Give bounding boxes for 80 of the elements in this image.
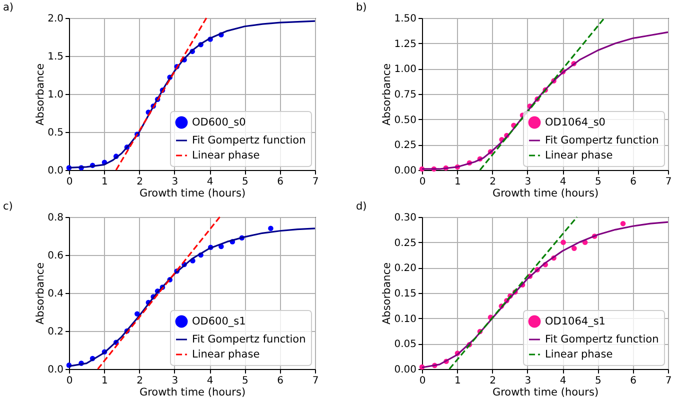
y-tick-label: 1.00 bbox=[394, 64, 416, 76]
legend-label: Fit Gompertz function bbox=[192, 334, 306, 346]
y-tick-label: 1.5 bbox=[48, 52, 64, 62]
y-tick-label: 0.10 bbox=[394, 314, 416, 325]
y-tick-label: 0.15 bbox=[394, 288, 416, 300]
x-tick-label: 4 bbox=[206, 176, 214, 188]
x-tick-label: 3 bbox=[172, 376, 178, 386]
legend-label: Fit Gompertz function bbox=[192, 134, 306, 146]
y-axis-title: Absorbance bbox=[34, 262, 47, 325]
y-tick-label: 0.6 bbox=[48, 250, 64, 262]
legend-label: Fit Gompertz function bbox=[545, 334, 659, 346]
y-tick-label: 0.30 bbox=[394, 212, 416, 224]
y-tick-label: 0.00 bbox=[394, 364, 416, 376]
x-tick-label: 7 bbox=[312, 376, 319, 386]
x-axis-title: Growth time (hours) bbox=[492, 386, 599, 398]
x-tick-label: 2 bbox=[490, 176, 496, 188]
y-tick-label: 0.25 bbox=[394, 140, 416, 152]
y-tick-label: 0.2 bbox=[48, 326, 64, 338]
x-axis-title: Growth time (hours) bbox=[139, 386, 246, 398]
y-tick-label: 1.0 bbox=[48, 90, 64, 100]
y-tick-label: 0.05 bbox=[394, 339, 416, 350]
x-tick-label: 6 bbox=[277, 376, 284, 386]
legend-label: OD600_s0 bbox=[192, 116, 246, 128]
x-tick-label: 7 bbox=[312, 176, 319, 188]
x-tick-label: 5 bbox=[242, 176, 248, 188]
y-tick-label: 2.0 bbox=[48, 14, 64, 24]
x-tick-label: 3 bbox=[172, 176, 178, 188]
chart-title: a) bbox=[3, 2, 14, 14]
y-axis-title: Absorbance bbox=[381, 63, 394, 126]
x-tick-label: 1 bbox=[454, 376, 461, 386]
x-tick-label: 7 bbox=[665, 376, 672, 386]
legend-label: Linear phase bbox=[192, 348, 260, 360]
y-tick-label: 1.50 bbox=[394, 14, 416, 24]
x-tick-label: 6 bbox=[277, 176, 284, 188]
chart-title: c) bbox=[3, 200, 13, 212]
legend-label: Linear phase bbox=[192, 150, 260, 162]
y-tick-label: 0.8 bbox=[48, 212, 64, 224]
x-tick-label: 1 bbox=[101, 176, 108, 188]
x-tick-label: 0 bbox=[66, 376, 73, 386]
x-tick-label: 6 bbox=[630, 176, 637, 188]
y-tick-label: 0.25 bbox=[394, 238, 416, 249]
x-axis-title: Growth time (hours) bbox=[492, 188, 599, 200]
x-tick-label: 5 bbox=[595, 176, 602, 188]
x-tick-label: 2 bbox=[136, 176, 143, 188]
x-tick-label: 2 bbox=[136, 376, 143, 386]
y-tick-label: 0.00 bbox=[394, 166, 416, 176]
y-tick-label: 0.0 bbox=[48, 364, 64, 376]
y-axis-title: Absorbance bbox=[381, 262, 394, 325]
y-tick-label: 0.5 bbox=[48, 128, 64, 138]
x-tick-label: 6 bbox=[630, 376, 637, 386]
y-tick-label: 0.75 bbox=[394, 90, 416, 100]
x-tick-label: 1 bbox=[454, 176, 461, 188]
x-tick-label: 3 bbox=[524, 176, 532, 188]
legend-label: Linear phase bbox=[545, 150, 613, 162]
legend-label: Linear phase bbox=[545, 348, 613, 360]
chart-title: d) bbox=[356, 200, 367, 212]
x-tick-label: 0 bbox=[419, 176, 426, 188]
x-tick-label: 1 bbox=[101, 376, 108, 386]
x-tick-label: 7 bbox=[665, 176, 672, 188]
chart-title: b) bbox=[356, 2, 367, 14]
x-tick-label: 5 bbox=[595, 376, 602, 386]
y-axis-title: Absorbance bbox=[34, 63, 47, 126]
x-tick-label: 3 bbox=[524, 376, 532, 386]
x-tick-label: 4 bbox=[560, 376, 566, 386]
x-tick-label: 0 bbox=[66, 176, 73, 188]
legend-label: OD1064_s1 bbox=[545, 316, 606, 328]
x-tick-label: 4 bbox=[560, 176, 566, 188]
x-tick-label: 4 bbox=[206, 376, 214, 386]
x-axis-title: Growth time (hours) bbox=[139, 188, 246, 200]
y-tick-label: 0.0 bbox=[48, 166, 64, 176]
y-tick-label: 1.25 bbox=[394, 38, 416, 50]
x-tick-label: 0 bbox=[419, 376, 426, 386]
y-tick-label: 0.50 bbox=[394, 114, 416, 126]
y-tick-label: 0.4 bbox=[48, 288, 64, 300]
y-tick-label: 0.20 bbox=[394, 263, 416, 274]
legend-label: Fit Gompertz function bbox=[545, 134, 659, 146]
legend-label: OD1064_s0 bbox=[545, 116, 606, 128]
x-tick-label: 2 bbox=[490, 376, 496, 386]
legend-label: OD600_s1 bbox=[192, 316, 246, 328]
x-tick-label: 5 bbox=[242, 376, 248, 386]
